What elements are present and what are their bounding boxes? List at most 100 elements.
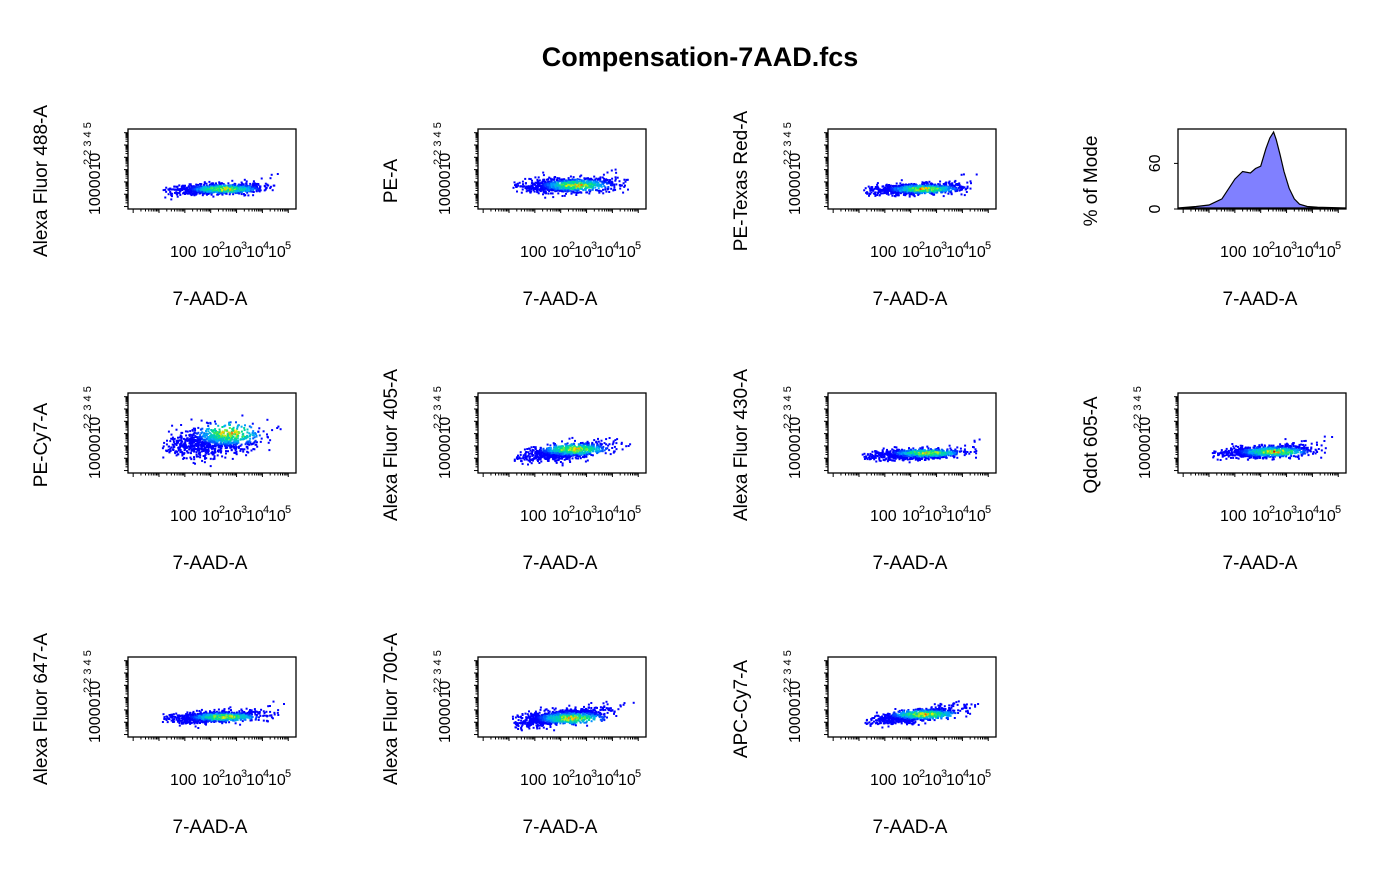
event-point (208, 181, 210, 183)
event-point (525, 187, 527, 189)
event-point (242, 451, 244, 453)
event-point (190, 452, 192, 454)
event-point (236, 190, 238, 192)
event-point (250, 443, 252, 445)
event-point (915, 192, 917, 194)
event-point (898, 185, 900, 187)
event-point (187, 431, 189, 433)
event-point (201, 443, 203, 445)
event-point (277, 173, 279, 175)
event-point (873, 188, 875, 190)
x-tick-label: 10 (574, 508, 592, 525)
event-point (220, 445, 222, 447)
event-point (246, 451, 248, 453)
x-tick-label: 10 (968, 244, 986, 261)
event-point (194, 430, 196, 432)
event-point (197, 432, 199, 434)
event-point (229, 189, 231, 191)
event-point (220, 447, 222, 449)
event-point (876, 194, 878, 196)
event-point (964, 194, 966, 196)
event-point (237, 435, 239, 437)
event-point (909, 186, 911, 188)
event-point (540, 461, 542, 463)
event-point (947, 193, 949, 195)
event-point (195, 436, 197, 438)
event-point (260, 441, 262, 443)
event-point (899, 190, 901, 192)
event-point (608, 181, 610, 183)
event-point (610, 188, 612, 190)
event-point (216, 443, 218, 445)
event-point (205, 430, 207, 432)
event-point (932, 190, 934, 192)
event-point (213, 438, 215, 440)
event-point (188, 185, 190, 187)
event-point (569, 459, 571, 461)
x-tick-label: 10 (202, 244, 220, 261)
event-point (600, 176, 602, 178)
y-tick-exponent: 2 2 3 4 5 (82, 122, 94, 165)
event-point (200, 448, 202, 450)
event-point (184, 443, 186, 445)
event-point (221, 186, 223, 188)
event-point (202, 194, 204, 196)
event-point (619, 188, 621, 190)
x-tick-label: 100 (170, 244, 197, 261)
event-point (561, 184, 563, 186)
event-point (605, 191, 607, 193)
event-point (212, 196, 214, 198)
event-point (945, 183, 947, 185)
event-point (604, 186, 606, 188)
event-point (234, 437, 236, 439)
x-axis-label: 7-AAD-A (173, 553, 248, 574)
event-point (233, 433, 235, 435)
event-point (225, 450, 227, 452)
event-point (254, 187, 256, 189)
event-point (913, 194, 915, 196)
event-point (201, 189, 203, 191)
event-point (252, 188, 254, 190)
event-point (194, 432, 196, 434)
event-point (206, 428, 208, 430)
event-point (248, 188, 250, 190)
event-point (249, 183, 251, 185)
event-point (556, 188, 558, 190)
event-point (585, 185, 587, 187)
event-point (171, 425, 173, 427)
event-point (530, 190, 532, 192)
event-point (162, 447, 164, 449)
event-point (928, 181, 930, 183)
event-point (546, 179, 548, 181)
event-point (919, 188, 921, 190)
event-point (615, 176, 617, 178)
event-point (552, 196, 554, 198)
event-point (590, 178, 592, 180)
event-point (886, 186, 888, 188)
event-point (912, 189, 914, 191)
event-point (916, 189, 918, 191)
event-point (214, 184, 216, 186)
event-point (206, 435, 208, 437)
event-point (961, 193, 963, 195)
event-point (166, 440, 168, 442)
event-point (602, 189, 604, 191)
event-point (197, 439, 199, 441)
event-point (190, 445, 192, 447)
event-point (879, 191, 881, 193)
event-point (570, 185, 572, 187)
event-point (545, 188, 547, 190)
event-point (575, 194, 577, 196)
event-point (536, 188, 538, 190)
event-point (582, 189, 584, 191)
event-point (600, 180, 602, 182)
event-point (212, 458, 214, 460)
event-point (905, 193, 907, 195)
event-point (922, 190, 924, 192)
event-point (227, 189, 229, 191)
